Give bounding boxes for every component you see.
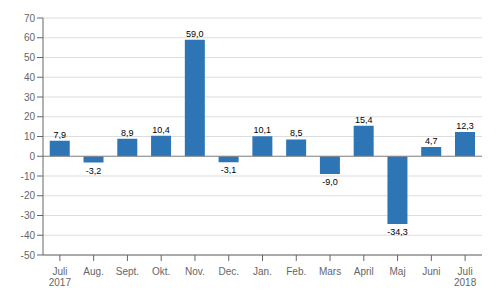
svg-text:8,5: 8,5 [290, 128, 303, 138]
svg-text:-3,1: -3,1 [221, 165, 237, 175]
svg-text:0: 0 [29, 151, 35, 162]
svg-text:April: April [354, 266, 374, 277]
svg-text:40: 40 [24, 72, 36, 83]
svg-text:Juli2018: Juli2018 [454, 266, 477, 288]
svg-text:10: 10 [24, 131, 36, 142]
svg-text:12,3: 12,3 [456, 121, 474, 131]
svg-text:-20: -20 [21, 190, 36, 201]
svg-text:10,4: 10,4 [152, 125, 170, 135]
svg-text:20: 20 [24, 111, 36, 122]
svg-text:Dec.: Dec. [218, 266, 239, 277]
svg-text:Juli2017: Juli2017 [49, 266, 72, 288]
svg-text:8,9: 8,9 [121, 128, 134, 138]
svg-text:70: 70 [24, 13, 36, 24]
svg-text:60: 60 [24, 32, 36, 43]
svg-text:-50: -50 [21, 250, 36, 261]
svg-text:-40: -40 [21, 230, 36, 241]
svg-text:Nov.: Nov. [185, 266, 205, 277]
svg-text:4,7: 4,7 [425, 136, 438, 146]
svg-text:Mars: Mars [319, 266, 341, 277]
svg-text:-30: -30 [21, 210, 36, 221]
svg-text:Feb.: Feb. [286, 266, 306, 277]
svg-text:10,1: 10,1 [254, 125, 272, 135]
svg-text:Juni: Juni [422, 266, 440, 277]
svg-text:Maj: Maj [390, 266, 406, 277]
svg-text:-3,2: -3,2 [86, 166, 102, 176]
svg-text:7,9: 7,9 [53, 130, 66, 140]
svg-text:59,0: 59,0 [186, 29, 204, 39]
svg-text:-34,3: -34,3 [387, 227, 408, 237]
svg-text:-10: -10 [21, 171, 36, 182]
svg-text:Sept.: Sept. [116, 266, 139, 277]
svg-text:Jan.: Jan. [253, 266, 272, 277]
svg-text:50: 50 [24, 52, 36, 63]
svg-text:Okt.: Okt. [152, 266, 170, 277]
svg-text:-9,0: -9,0 [322, 177, 338, 187]
svg-text:Aug.: Aug. [83, 266, 104, 277]
svg-text:15,4: 15,4 [355, 115, 373, 125]
svg-text:30: 30 [24, 92, 36, 103]
